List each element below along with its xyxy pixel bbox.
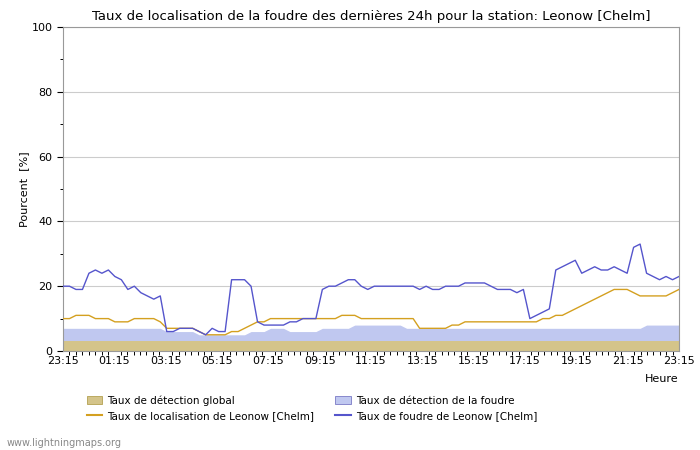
Legend: Taux de détection global, Taux de localisation de Leonow [Chelm], Taux de détect: Taux de détection global, Taux de locali…	[87, 395, 538, 421]
Y-axis label: Pourcent  [%]: Pourcent [%]	[19, 151, 29, 227]
Text: Heure: Heure	[645, 374, 679, 384]
Text: www.lightningmaps.org: www.lightningmaps.org	[7, 438, 122, 448]
Title: Taux de localisation de la foudre des dernières 24h pour la station: Leonow [Che: Taux de localisation de la foudre des de…	[92, 10, 650, 23]
